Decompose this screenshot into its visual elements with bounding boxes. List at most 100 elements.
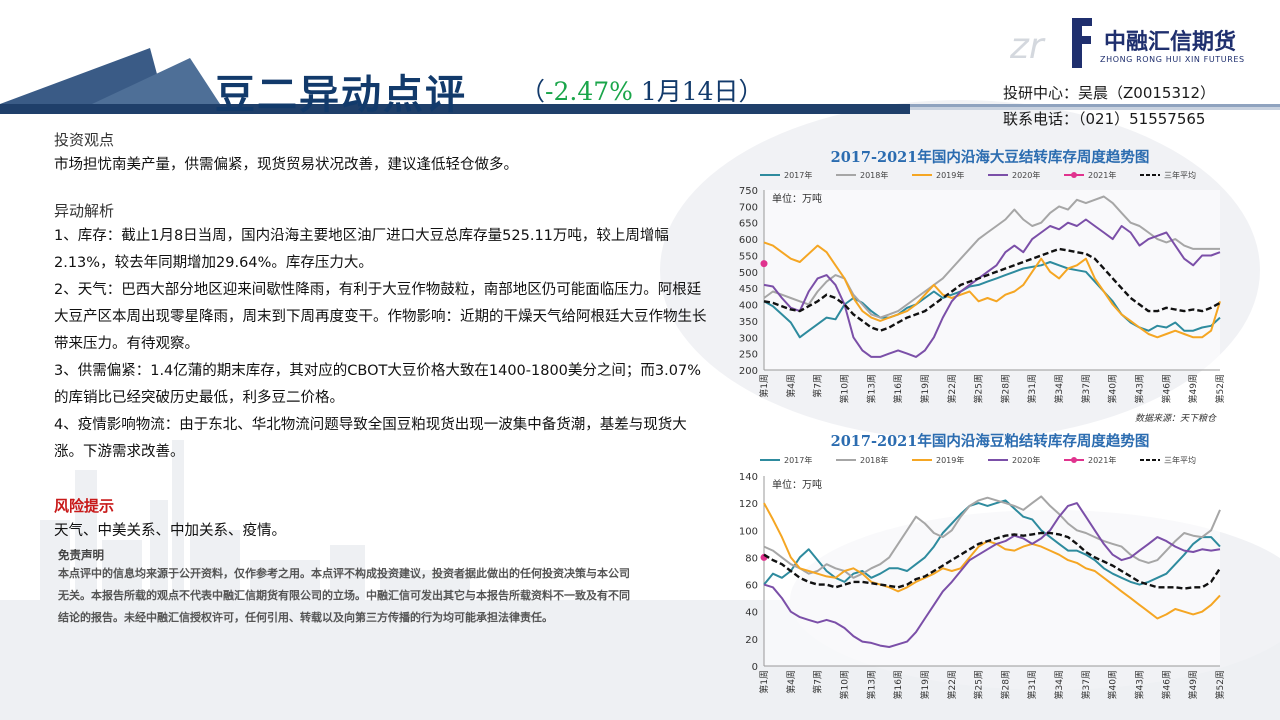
legend-label: 三年平均 [1164, 170, 1196, 180]
series-line [763, 261, 1221, 339]
x-tick-label: 第16周 [892, 670, 904, 699]
x-tick-label: 第43周 [1134, 374, 1146, 403]
legend-marker [1071, 172, 1077, 178]
legend-label: 2020年 [1012, 455, 1040, 465]
analysis-item: 3、供需偏紧：1.4亿蒲的期末库存，其对应的CBOT大豆价格大致在1400-18… [54, 363, 701, 406]
legend-marker [1071, 457, 1077, 463]
y-tick-label: 300 [739, 333, 758, 344]
legend-label: 2021年 [1088, 455, 1116, 465]
disclaimer-text: 本点评中的信息均来源于公开资料，仅作参考之用。本点评不构成投资建议，投资者据此做… [58, 567, 630, 624]
x-tick-label: 第40周 [1107, 670, 1119, 699]
y-tick-label: 200 [739, 366, 758, 377]
x-tick-label: 第22周 [946, 670, 958, 699]
series-三年平均 [763, 531, 1222, 590]
x-tick-label: 第1周 [758, 670, 770, 694]
data-point [760, 260, 768, 268]
view-heading: 投资观点 [54, 131, 115, 149]
subtitle-date: 1月14日） [632, 77, 764, 106]
x-tick-label: 第31周 [1026, 374, 1038, 403]
page-subtitle: （-2.47% 1月14日） [520, 72, 764, 108]
subtitle-open: （ [520, 77, 546, 106]
series-2018年 [763, 195, 1220, 319]
x-tick-label: 第49周 [1187, 670, 1199, 699]
source-note: 数据来源：天下粮仓 [1135, 413, 1217, 424]
y-tick-label: 0 [752, 662, 758, 673]
soymeal-inventory-chart: 2017年 2018年 2019年 2020年 2021年 三年平均 0 20 40 60 80 10… [720, 450, 1230, 718]
x-tick-label: 第1周 [758, 374, 770, 398]
series-line [763, 247, 1221, 332]
x-tick-label: 第4周 [785, 374, 797, 398]
disclaimer-heading: 免责声明 [58, 548, 104, 562]
legend-label: 三年平均 [1164, 455, 1196, 465]
y-tick-label: 500 [739, 268, 758, 279]
y-tick-label: 120 [739, 499, 758, 510]
unit-label: 单位：万吨 [772, 192, 822, 205]
y-tick-label: 350 [739, 317, 758, 328]
y-axis: 0 20 40 60 80 100 120 140 [739, 472, 1220, 673]
x-tick-label: 第10周 [838, 670, 850, 699]
phone-info: 联系电话：（021）51557565 [1003, 110, 1206, 128]
company-logo-icon: zr [1010, 18, 1092, 68]
x-tick-label: 第4周 [785, 670, 797, 694]
plot-area [764, 476, 1220, 666]
y-tick-label: 600 [739, 235, 758, 246]
legend-label: 2018年 [860, 170, 888, 180]
series-line [763, 195, 1220, 319]
y-axis: 200 250 300 350 400 450 500 550 600 650 700 750 [739, 186, 1220, 377]
y-tick-label: 700 [739, 202, 758, 213]
logo-mark: zr [1010, 26, 1046, 67]
x-tick-label: 第13周 [865, 374, 877, 403]
x-tick-label: 第37周 [1080, 374, 1092, 403]
researcher-info: 投研中心：吴晨（Z0015312） [1003, 84, 1216, 102]
analysis-item: 2、天气：巴西大部分地区迎来间歇性降雨，有利于大豆作物鼓粒，南部地区仍可能面临压… [54, 282, 707, 352]
change-value: -2.47% [545, 77, 633, 106]
legend-label: 2019年 [936, 455, 964, 465]
series-2019年 [763, 502, 1221, 620]
series-line [763, 241, 1221, 339]
chart1-svg: 2017年 2018年 2019年 2020年 2021年 三年平均 200 250 300 35… [739, 170, 1226, 424]
x-tick-label: 第7周 [812, 670, 824, 694]
commentary-column: 投资观点 市场担忧南美产量，供需偏紧，现货贸易状况改善，建议逢低轻仓做多。 异动… [54, 128, 714, 629]
analysis-item: 4、疫情影响物流：由于东北、华北物流问题导致全国豆粕现货出现一波集中备货潮，基差… [54, 417, 687, 460]
x-tick-label: 第7周 [812, 374, 824, 398]
x-tick-label: 第46周 [1160, 374, 1172, 403]
series-line [763, 502, 1221, 648]
x-tick-label: 第52周 [1214, 374, 1226, 403]
header-band [0, 48, 1280, 114]
legend-label: 2019年 [936, 170, 964, 180]
x-tick-label: 第25周 [973, 374, 985, 403]
x-tick-label: 第34周 [1053, 374, 1065, 403]
series-2018年 [763, 495, 1221, 579]
analysis-heading: 异动解析 [54, 202, 115, 220]
y-tick-label: 140 [739, 472, 758, 483]
legend-label: 2017年 [784, 455, 812, 465]
y-tick-label: 650 [739, 219, 758, 230]
x-tick-label: 第43周 [1134, 670, 1146, 699]
series-2017年 [763, 261, 1221, 339]
x-tick-label: 第10周 [838, 374, 850, 403]
y-tick-label: 80 [745, 553, 758, 564]
x-tick-label: 第28周 [999, 374, 1011, 403]
y-tick-label: 750 [739, 186, 758, 197]
x-axis: 第1周 第4周 第7周 第10周 第13周 第16周 第19周 第22周 第25周 第28周 第31… [758, 374, 1226, 403]
y-tick-label: 40 [745, 608, 758, 619]
x-tick-label: 第34周 [1053, 670, 1065, 699]
x-tick-label: 第25周 [973, 670, 985, 699]
x-tick-label: 第13周 [865, 670, 877, 699]
view-text: 市场担忧南美产量，供需偏紧，现货贸易状况改善，建议逢低轻仓做多。 [54, 157, 518, 173]
risk-heading: 风险提示 [54, 497, 115, 515]
analysis-item: 1、库存：截止1月8日当周，国内沿海主要地区油厂进口大豆总库存量525.11万吨… [54, 228, 669, 271]
x-tick-label: 第46周 [1160, 670, 1172, 699]
x-tick-label: 第16周 [892, 374, 904, 403]
x-tick-label: 第31周 [1026, 670, 1038, 699]
x-axis: 第1周 第4周 第7周 第10周 第13周 第16周 第19周 第22周 第25周 第28周 第31… [758, 670, 1226, 699]
x-tick-label: 第52周 [1214, 670, 1226, 699]
y-tick-label: 60 [745, 581, 758, 592]
chart2-svg: 2017年 2018年 2019年 2020年 2021年 三年平均 0 20 40 60 80 10… [739, 455, 1226, 699]
x-tick-label: 第19周 [919, 670, 931, 699]
series-2021年 [760, 260, 768, 268]
legend-label: 2017年 [784, 170, 812, 180]
soybean-inventory-chart: 2017年 2018年 2019年 2020年 2021年 三年平均 200 250 300 35… [720, 165, 1230, 427]
unit-label: 单位：万吨 [772, 478, 822, 491]
series-line [763, 502, 1221, 620]
